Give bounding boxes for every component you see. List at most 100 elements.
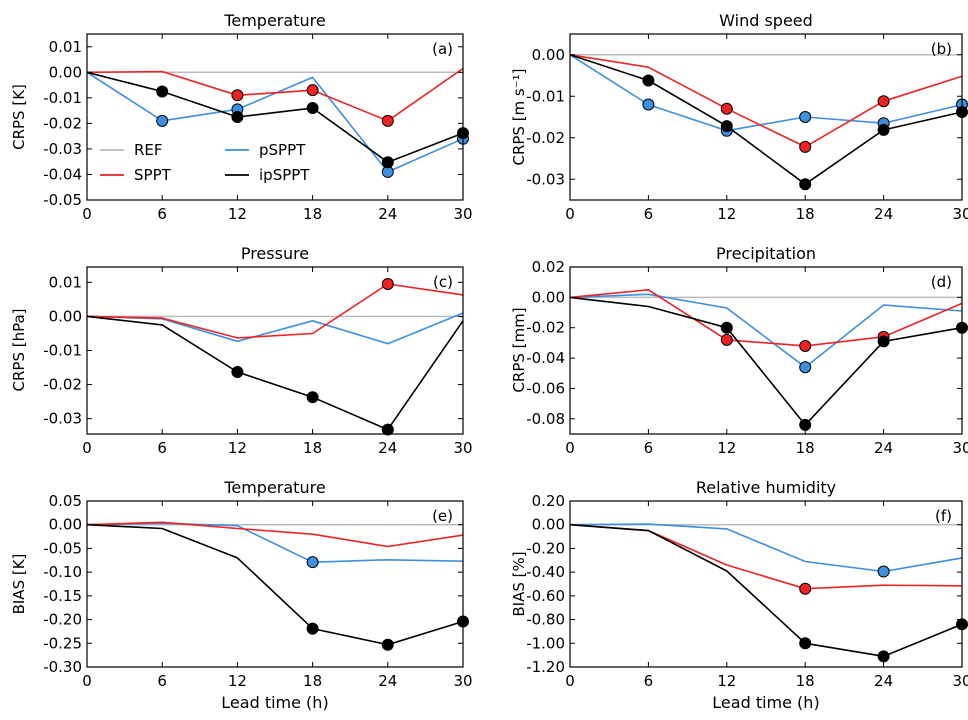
x-tick-label: 6 — [644, 439, 654, 457]
data-point-ipSPPT — [306, 102, 319, 115]
x-tick-label: 30 — [453, 439, 472, 457]
x-tick-label: 18 — [796, 439, 815, 457]
y-tick-label: -0.15 — [43, 587, 82, 605]
data-point-ipSPPT — [877, 650, 890, 663]
series-line-ipSPPT — [569, 54, 963, 185]
x-tick-label: 0 — [82, 672, 92, 690]
x-tick-label: 30 — [453, 205, 472, 223]
x-tick-label: 24 — [874, 439, 893, 457]
data-point-ipSPPT — [642, 74, 655, 87]
y-tick-label: -0.40 — [526, 563, 565, 581]
x-tick-label: 0 — [82, 205, 92, 223]
panel-e: Temperature BIAS [K] 0.05 0.00 -0.05 -0.10 -0.… — [10, 478, 473, 712]
legend-label-REF: REF — [134, 141, 163, 159]
data-point-ipSPPT — [799, 178, 812, 191]
data-point-ipSPPT — [231, 365, 244, 378]
y-tick-label: 0.05 — [49, 492, 82, 510]
y-tick-label: -0.25 — [43, 634, 82, 652]
x-tick-label: 12 — [717, 205, 736, 223]
panel-b: Wind speed CRPS [m s⁻¹]0.00 -0.01 -0.02 -0.0… — [510, 11, 968, 223]
legend-label-pSPPT: pSPPT — [259, 141, 306, 159]
data-point-SPPT — [231, 89, 244, 102]
x-tick-label: 6 — [157, 205, 167, 223]
x-tick-label: 6 — [157, 672, 167, 690]
panel-label: (c) — [433, 273, 453, 291]
data-point-pSPPT — [799, 361, 812, 374]
x-tick-label: 18 — [796, 205, 815, 223]
y-tick-label: 0.01 — [49, 273, 82, 291]
y-tick-label: -0.08 — [526, 410, 565, 428]
series-line-SPPT — [86, 67, 464, 122]
data-point-pSPPT — [156, 114, 169, 127]
y-axis-label: BIAS [K] — [10, 554, 28, 615]
y-tick-label: -1.20 — [526, 658, 565, 676]
data-point-SPPT — [799, 582, 812, 595]
series-line-ipSPPT — [86, 523, 464, 646]
x-tick-label: 6 — [157, 439, 167, 457]
panel-c: Pressure CRPS [hPa] 0.01 0.00 -0.01 -0.02 -0.0… — [10, 244, 473, 457]
data-point-ipSPPT — [156, 85, 169, 98]
series-line-pSPPT — [569, 523, 963, 573]
data-point-SPPT — [381, 114, 394, 127]
plot-frame — [569, 500, 963, 668]
x-tick-label: 30 — [952, 672, 968, 690]
x-tick-label: 0 — [82, 439, 92, 457]
x-axis-label: Lead time (h) — [712, 693, 819, 712]
data-point-ipSPPT — [877, 335, 890, 348]
x-tick-label: 18 — [303, 205, 322, 223]
y-tick-label: -0.20 — [43, 611, 82, 629]
x-tick-label: 30 — [453, 672, 472, 690]
y-tick-label: 0.01 — [49, 38, 82, 56]
y-tick-label: 0.00 — [532, 516, 565, 534]
y-tick-label: -0.20 — [526, 539, 565, 557]
x-tick-label: 30 — [952, 439, 968, 457]
x-tick-label: 12 — [717, 672, 736, 690]
series-line-SPPT — [569, 288, 963, 347]
panel-d: Precipitation CRPS [mm] 0.02 0.00 -0.02 -0.04… — [510, 244, 968, 457]
legend: REF SPPT pSPPT ipSPPT — [100, 141, 310, 184]
x-tick-label: 24 — [378, 672, 397, 690]
panel-title: Precipitation — [716, 244, 816, 263]
data-point-ipSPPT — [381, 638, 394, 651]
y-tick-label: -0.02 — [43, 114, 82, 132]
y-tick-label: -0.05 — [43, 191, 82, 209]
y-tick-label: -0.01 — [43, 342, 82, 360]
x-tick-label: 0 — [565, 205, 575, 223]
x-tick-label: 24 — [378, 439, 397, 457]
y-tick-label: -0.03 — [526, 170, 565, 188]
panel-title: Relative humidity — [696, 478, 836, 497]
y-tick-label: 0.00 — [49, 516, 82, 534]
x-tick-label: 18 — [303, 439, 322, 457]
x-tick-label: 24 — [874, 672, 893, 690]
data-point-ipSPPT — [306, 391, 319, 404]
x-tick-label: 6 — [644, 672, 654, 690]
panel-label: (a) — [432, 40, 453, 58]
series-line-pSPPT — [569, 293, 963, 369]
data-point-ipSPPT — [231, 111, 244, 123]
x-tick-label: 30 — [952, 205, 968, 223]
y-tick-label: -0.05 — [43, 539, 82, 557]
x-tick-label: 18 — [303, 672, 322, 690]
plot-frame — [569, 33, 963, 201]
x-tick-label: 12 — [717, 439, 736, 457]
series-line-SPPT — [569, 523, 963, 590]
y-tick-label: -0.60 — [526, 587, 565, 605]
y-tick-label: -0.30 — [43, 658, 82, 676]
x-axis-label: Lead time (h) — [221, 693, 328, 712]
x-tick-label: 12 — [228, 439, 247, 457]
data-point-pSPPT — [877, 565, 890, 578]
series-line-pSPPT — [86, 522, 464, 564]
panel-label: (e) — [432, 507, 453, 525]
y-tick-label: 0.00 — [49, 307, 82, 325]
y-axis-label: CRPS [m s⁻¹] — [510, 68, 528, 165]
y-tick-label: 0.00 — [532, 288, 565, 306]
series-line-ipSPPT — [86, 315, 464, 431]
y-tick-label: -0.02 — [43, 376, 82, 394]
y-tick-label: 0.00 — [532, 46, 565, 64]
x-tick-label: 18 — [796, 672, 815, 690]
data-point-ipSPPT — [799, 418, 812, 431]
x-tick-label: 12 — [228, 672, 247, 690]
y-tick-label: -0.03 — [43, 410, 82, 428]
x-tick-label: 0 — [565, 672, 575, 690]
